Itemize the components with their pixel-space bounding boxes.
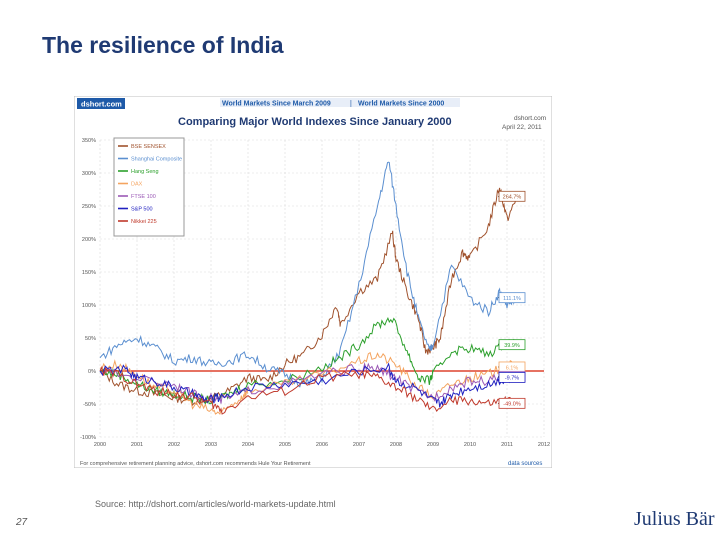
legend-entry: FTSE 100 bbox=[131, 194, 156, 200]
dshort-logo-bg bbox=[77, 98, 125, 109]
legend-entry: S&P 500 bbox=[131, 207, 153, 213]
y-tick-label: -100% bbox=[80, 435, 96, 441]
end-label: -49.0% bbox=[503, 402, 521, 408]
y-tick-label: 0% bbox=[88, 369, 96, 375]
x-tick-label: 2010 bbox=[464, 442, 476, 448]
end-label-box bbox=[498, 372, 526, 383]
legend-entry: Shanghai Composite bbox=[131, 157, 182, 163]
x-tick-label: 2006 bbox=[316, 442, 328, 448]
end-label-box bbox=[498, 339, 526, 351]
y-tick-label: -50% bbox=[83, 402, 96, 408]
legend-box bbox=[113, 137, 185, 237]
legend-entry: Hang Seng bbox=[131, 169, 159, 175]
y-tick-label: 350% bbox=[82, 138, 96, 144]
source-note: Source: http://dshort.com/articles/world… bbox=[95, 499, 336, 509]
nav-bar bbox=[220, 98, 460, 107]
end-label-box bbox=[498, 190, 526, 202]
x-tick-label: 2005 bbox=[279, 442, 291, 448]
legend-entry: DAX bbox=[131, 182, 143, 188]
series-layer bbox=[99, 161, 519, 415]
end-labels: 264.7%111.1%39.9%6.1%-8.1%-9.7%-49.0% bbox=[498, 190, 526, 409]
y-tick-label: 250% bbox=[82, 204, 96, 210]
x-tick-label: 2004 bbox=[242, 442, 254, 448]
series-line-1 bbox=[99, 161, 519, 388]
slide-title: The resilience of India bbox=[42, 32, 284, 58]
data-sources-link[interactable]: data sources bbox=[508, 461, 542, 467]
brand-logo: Julius Bär bbox=[634, 508, 715, 530]
nav-separator: | bbox=[350, 101, 352, 108]
end-label-box bbox=[498, 397, 526, 409]
end-label: 6.1% bbox=[506, 365, 519, 371]
chart-title: Comparing Major World Indexes Since Janu… bbox=[178, 116, 452, 128]
x-tick-label: 2001 bbox=[131, 442, 143, 448]
x-tick-label: 2002 bbox=[168, 442, 180, 448]
end-label: -9.7% bbox=[505, 376, 519, 382]
end-label: 39.9% bbox=[504, 343, 520, 349]
y-tick-label: 200% bbox=[82, 237, 96, 243]
y-tick-label: 50% bbox=[85, 336, 96, 342]
end-label: 264.7% bbox=[503, 195, 522, 201]
legend-entry: Nikkei 225 bbox=[131, 219, 157, 225]
chart-site: dshort.com bbox=[514, 115, 546, 122]
chart-date: April 22, 2011 bbox=[502, 124, 542, 131]
y-tick-label: 150% bbox=[82, 270, 96, 276]
x-axis-ticks: 2000 2001 2002 2003 2004 2005 2006 2007 2008 2009… bbox=[94, 442, 550, 448]
series-line-2 bbox=[99, 316, 519, 406]
x-tick-label: 2012 bbox=[538, 442, 550, 448]
chart-svg: dshort.com World Markets Since March 200… bbox=[73, 95, 553, 469]
y-tick-label: 300% bbox=[82, 171, 96, 177]
chart-image: dshort.com World Markets Since March 200… bbox=[73, 95, 553, 469]
nav-link-march-2009[interactable]: World Markets Since March 2009 bbox=[222, 101, 331, 108]
x-tick-label: 2003 bbox=[205, 442, 217, 448]
y-tick-label: 100% bbox=[82, 303, 96, 309]
legend-entry: BSE SENSEX bbox=[131, 144, 166, 150]
end-label: 111.1% bbox=[503, 296, 521, 302]
x-tick-label: 2011 bbox=[501, 442, 513, 448]
x-tick-label: 2009 bbox=[427, 442, 439, 448]
nav-link-since-2000[interactable]: World Markets Since 2000 bbox=[358, 101, 444, 108]
page-number: 27 bbox=[16, 517, 28, 528]
legend: BSE SENSEX Shanghai Composite Hang Seng DAX… bbox=[118, 144, 182, 225]
x-tick-label: 2007 bbox=[353, 442, 365, 448]
series-line-4 bbox=[99, 361, 519, 404]
chart-footer-note: For comprehensive retirement planning ad… bbox=[80, 461, 311, 467]
dshort-logo: dshort.com bbox=[81, 100, 122, 109]
x-tick-label: 2008 bbox=[390, 442, 402, 448]
series-line-6 bbox=[99, 365, 519, 415]
end-label-box bbox=[498, 292, 526, 304]
series-line-5 bbox=[99, 362, 519, 408]
y-axis-ticks: 350% 300% 250% 200% 150% 100% 50% 0% -50% -100% bbox=[80, 138, 96, 441]
x-tick-label: 2000 bbox=[94, 442, 106, 448]
series-line-0 bbox=[99, 187, 519, 407]
